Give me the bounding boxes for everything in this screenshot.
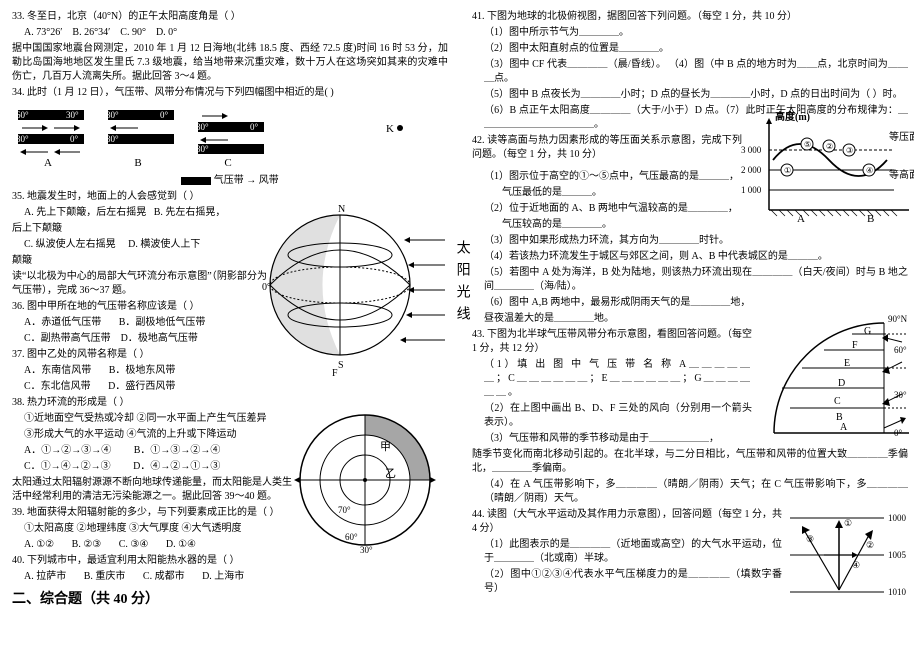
svg-text:1000: 1000 xyxy=(888,513,907,523)
globe-figure: N S 0° F 太阳光线 xyxy=(260,200,450,380)
svg-text:0°: 0° xyxy=(262,282,271,293)
svg-text:N: N xyxy=(338,204,345,215)
svg-text:B: B xyxy=(867,213,874,225)
left-column: 33. 冬至日，北京（40°N）的正午太阳高度角是（ ） A. 73°26′ B… xyxy=(0,0,460,649)
haiti-intro: 据中国国家地震台网测定，2010 年 1 月 12 日海地(北纬 18.5 度、… xyxy=(12,42,448,84)
svg-text:①: ① xyxy=(784,166,791,175)
q33-opts: A. 73°26′ B. 26°34′ C. 90° D. 0° xyxy=(12,26,448,40)
svg-text:60°: 60° xyxy=(345,532,358,542)
svg-text:30°: 30° xyxy=(16,134,29,144)
svg-text:70°: 70° xyxy=(338,505,351,515)
svg-text:B: B xyxy=(134,157,141,169)
svg-text:C: C xyxy=(224,157,231,169)
svg-text:0°: 0° xyxy=(70,134,79,144)
fig42: 高度(m) 3 000 2 000 1 000 ① ② ③ ④ ⑤ A B 等压… xyxy=(739,110,914,230)
q43-block: 43. 下图为北半球气压带风带分布示意图，看图回答问题。（每空 1 分，共 12… xyxy=(472,328,752,446)
polar-intro: 读“以北极为中心的局部大气环流分布示意图”（阴影部分为气压带），完成 36～37… xyxy=(12,270,267,298)
svg-text:1005: 1005 xyxy=(888,550,907,560)
belt-legend: 气压带 → 风带 xyxy=(12,174,448,188)
svg-text:0°: 0° xyxy=(894,428,903,438)
svg-text:30°: 30° xyxy=(66,110,79,120)
svg-text:②: ② xyxy=(826,142,833,151)
svg-text:等压面: 等压面 xyxy=(889,130,914,143)
belt-svg: 60° 30° 30° 0° A 30° 0° 30° B 30° 0° xyxy=(12,104,272,174)
q41-stem: 41. 下图为地球的北极俯视图，据图回答下列问题。（每空 1 分，共 10 分） xyxy=(472,10,908,24)
belt-diagram: 60° 30° 30° 0° A 30° 0° 30° B 30° 0° xyxy=(12,104,448,188)
svg-text:A: A xyxy=(44,157,52,169)
svg-text:甲: 甲 xyxy=(380,441,391,453)
svg-text:③: ③ xyxy=(846,146,853,155)
svg-text:60°: 60° xyxy=(894,345,907,355)
svg-text:②: ② xyxy=(866,540,874,550)
svg-text:A: A xyxy=(840,422,848,433)
svg-text:④: ④ xyxy=(866,166,873,175)
fig43: 90°N 60° 30° 0° A B C D E F G xyxy=(754,298,914,448)
svg-text:S: S xyxy=(338,360,344,371)
k-dot: K xyxy=(380,118,410,138)
q36-block: 36. 图中甲所在地的气压带名称应该是（ ） A．赤道低气压带 B．副极地低气压… xyxy=(12,300,267,346)
svg-text:G: G xyxy=(864,326,871,337)
svg-text:④: ④ xyxy=(852,560,860,570)
svg-text:③: ③ xyxy=(806,534,814,544)
fig44: 1000 1005 1010 ① ③ ② ④ xyxy=(784,500,914,610)
svg-text:E: E xyxy=(844,358,850,369)
svg-text:F: F xyxy=(332,368,338,379)
svg-text:30°: 30° xyxy=(196,122,209,132)
svg-text:等高面: 等高面 xyxy=(889,168,914,181)
svg-text:1 000: 1 000 xyxy=(741,185,762,195)
q37-block: 37. 图中乙处的风带名称是（ ） A．东南信风带 B．极地东风带 C．东北信风… xyxy=(12,348,267,394)
svg-text:A: A xyxy=(797,213,805,225)
svg-text:90°N: 90°N xyxy=(888,314,908,324)
svg-text:乙: 乙 xyxy=(385,467,396,480)
svg-text:F: F xyxy=(852,340,858,351)
svg-text:3 000: 3 000 xyxy=(741,145,762,155)
section-2-title: 二、综合题（共 40 分） xyxy=(12,590,448,610)
svg-text:0°: 0° xyxy=(250,122,259,132)
svg-text:D: D xyxy=(838,378,845,389)
q44-block: 44. 读图（大气水平运动及其作用力示意图），回答问题（每空 1 分，共 4 分… xyxy=(472,508,782,596)
svg-text:30°: 30° xyxy=(106,134,119,144)
svg-text:⑤: ⑤ xyxy=(804,140,811,149)
svg-text:30°: 30° xyxy=(106,110,119,120)
polar-figure: 甲 乙 30° 60° 70° xyxy=(290,405,440,555)
q33-stem: 33. 冬至日，北京（40°N）的正午太阳高度角是（ ） xyxy=(12,10,448,24)
svg-text:30°: 30° xyxy=(360,545,373,555)
svg-text:0°: 0° xyxy=(160,110,169,120)
svg-text:K: K xyxy=(386,123,394,135)
q40-block: 40. 下列城市中，最适宜利用太阳能热水器的是（ ） A. 拉萨市 B. 重庆市… xyxy=(12,554,448,584)
svg-text:C: C xyxy=(834,396,841,407)
q34-stem: 34. 此时（1 月 12 日），气压带、风带分布情况与下列四幅图中相近的是( … xyxy=(12,86,448,100)
q35-block: 35. 地震发生时，地面上的人会感觉到（ ） A. 先上下颠簸，后左右摇晃 B.… xyxy=(12,190,267,268)
right-column: 41. 下图为地球的北极俯视图，据图回答下列问题。（每空 1 分，共 10 分）… xyxy=(460,0,920,649)
svg-text:B: B xyxy=(836,412,843,423)
svg-text:①: ① xyxy=(844,518,852,528)
q42-block: 42. 读等高面与热力因素形成的等压面关系示意图，完成下列问题。（每空 1 分，… xyxy=(472,134,742,248)
svg-text:高度(m): 高度(m) xyxy=(775,110,810,123)
svg-text:1010: 1010 xyxy=(888,587,907,597)
svg-text:60°: 60° xyxy=(16,110,29,120)
svg-text:2 000: 2 000 xyxy=(741,165,762,175)
sun-intro: 太阳通过太阳辐射源源不断向地球传递能量，而太阳能是人类生活中经常利用的清洁无污染… xyxy=(12,476,292,504)
svg-text:30°: 30° xyxy=(196,144,209,154)
